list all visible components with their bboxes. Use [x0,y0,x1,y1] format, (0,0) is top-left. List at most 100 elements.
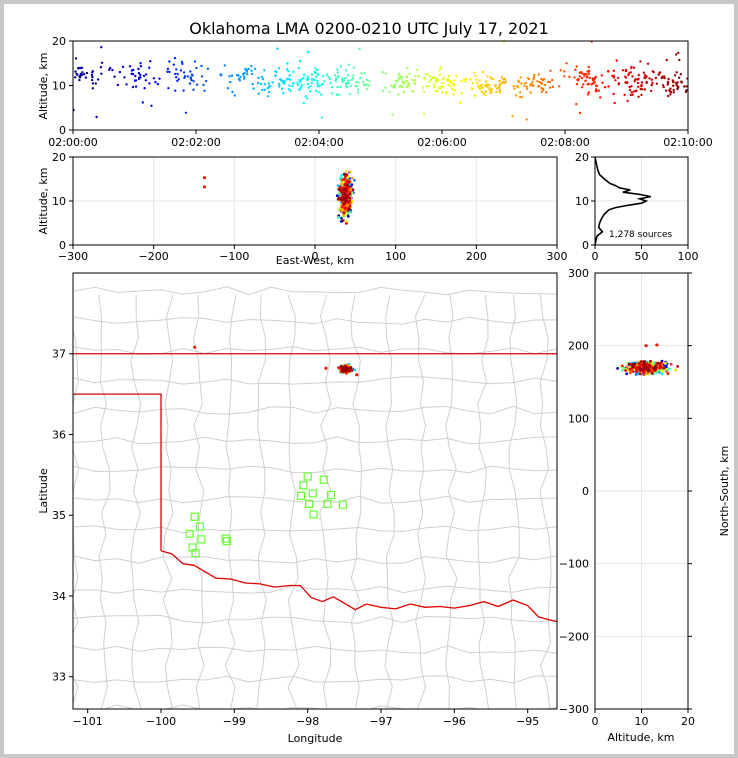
time-height-point [289,89,292,93]
county-boundaries [73,286,557,709]
time-height-point [482,92,485,95]
time-height-point [438,86,441,90]
time-height-point [259,82,263,86]
time-height-point [575,82,579,86]
time-height-point [314,75,318,79]
county-boundary [73,584,557,594]
time-height-point [237,74,240,77]
time-height-point [231,90,234,94]
time-height-point [441,81,444,85]
time-height-point [266,95,270,98]
county-boundary [73,645,557,654]
time-height-point [325,73,329,76]
time-height-point [402,90,405,94]
time-height-point [615,59,618,62]
lma-station-marker [327,490,336,500]
time-height-point [586,83,589,86]
ew-altitude-xtick-label: 100 [385,250,406,263]
time-height-point [100,72,103,76]
time-height-point [303,73,306,76]
time-height-point [628,85,631,89]
altitude-ns-point [674,368,677,372]
time-height-point [399,75,402,78]
time-height-point [661,84,665,87]
time-height-point [672,88,675,92]
time-height-point [189,77,192,80]
time-height-point [245,70,248,73]
plan-view-point [339,364,343,368]
time-height-point [511,115,514,118]
ew-altitude-point [348,196,352,200]
altitude-ns-points [616,343,679,377]
time-height-point [623,93,626,97]
time-height-point [586,93,590,96]
time-height-point [612,92,615,96]
time-height-point [635,90,638,93]
time-height-point [239,75,242,79]
time-height-point [296,83,300,87]
altitude-ns-point [631,369,635,373]
altitude-ns-outlier [644,344,648,348]
time-height-point [145,73,148,76]
time-height-point [531,80,534,84]
ew-altitude-point [340,173,344,177]
time-height-point [317,85,320,88]
time-height-point [349,84,353,88]
lma-station-marker [308,489,317,498]
time-height-point [381,71,384,74]
time-height-point [525,87,529,91]
time-height-point [82,73,86,76]
time-height-point [148,66,151,69]
time-height-point [357,81,360,84]
ew-altitude-point [346,201,350,204]
time-height-point [298,59,302,63]
time-height-point [441,85,445,89]
time-height-point [74,70,77,73]
time-height-point [277,67,281,70]
time-height-point [648,77,651,80]
time-height-point [78,76,82,79]
time-height-point [91,75,94,79]
time-height-point [337,75,340,78]
ew-altitude-point [345,198,348,202]
time-height-point [130,69,134,72]
time-height-point [173,56,177,60]
ew-altitude-point [347,207,351,211]
time-height-point [495,90,498,94]
altitude-ns-point [620,364,624,368]
time-height-point [109,66,112,70]
time-height-point [317,91,320,94]
time-height-point [470,87,474,90]
time-height-point [242,75,246,79]
time-height-point [275,70,278,74]
time-height-point [360,72,363,75]
time-height-point [139,65,143,68]
time-height-point [316,73,320,76]
time-height-point [675,53,678,56]
altitude-ns-point [656,361,660,365]
histogram-line [594,156,651,246]
time-height-point [445,91,448,94]
time-height-point [306,75,309,79]
time-height-point [176,72,179,76]
time-height-point [631,93,634,96]
time-height-point [100,46,103,49]
time-height-point [483,93,487,97]
time-height-point [481,70,485,74]
altitude-ns-point [625,365,629,368]
time-height-ticks: 02:00:00 02:02:00 02:04:00 02:06:00 02:08:00… [48,35,712,149]
time-height-points [73,41,695,121]
time-height-point [677,76,681,80]
plan-view-xtick-label: −96 [443,715,466,728]
time-height-point [488,87,491,90]
histogram-xtick-label: 0 [592,250,599,263]
time-height-point [650,78,654,81]
plan-view-point [350,368,354,372]
plan-view-point [353,368,357,372]
time-height-point [277,82,281,86]
time-height-point [261,88,264,92]
time-height-point [447,74,451,78]
time-height-panel: 02:00:00 02:02:00 02:04:00 02:06:00 02:08:00… [37,35,713,149]
lma-station-marker [297,491,306,500]
time-height-point [693,88,695,90]
